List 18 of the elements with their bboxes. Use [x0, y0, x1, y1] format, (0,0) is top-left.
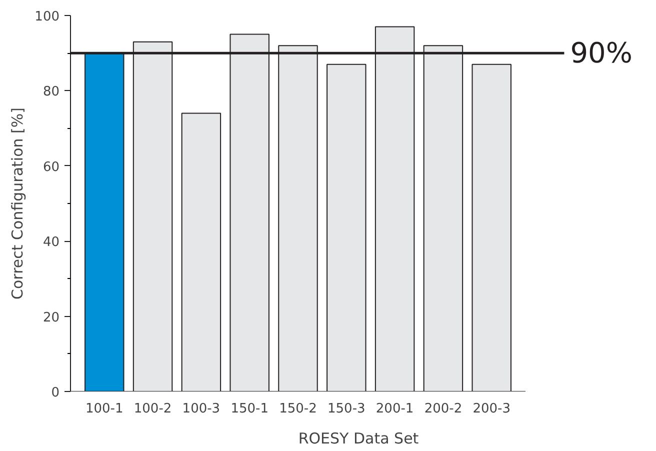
x-tick-label: 150-2	[279, 402, 317, 416]
y-tick-label: 20	[42, 310, 60, 326]
y-tick-label: 80	[42, 84, 60, 100]
ref-line-label: 90%	[570, 36, 632, 70]
x-tick-label: 150-1	[230, 402, 268, 416]
x-tick-label: 100-1	[85, 402, 124, 416]
x-tick-label: 200-3	[472, 402, 511, 416]
y-axis-title: Correct Configuration [%]	[8, 108, 27, 300]
x-tick-label: 200-2	[424, 402, 462, 416]
y-tick-label: 40	[42, 235, 60, 250]
y-tick-label: 0	[51, 386, 60, 400]
x-tick-label: 150-3	[328, 402, 366, 416]
x-tick-label: 200-1	[376, 402, 414, 416]
x-tick-label: 100-2	[134, 402, 172, 416]
y-tick-label: 60	[42, 160, 60, 175]
x-axis-title: ROESY Data Set	[298, 430, 419, 448]
x-tick-label: 100-3	[182, 402, 220, 416]
y-tick-label: 100	[34, 10, 60, 24]
